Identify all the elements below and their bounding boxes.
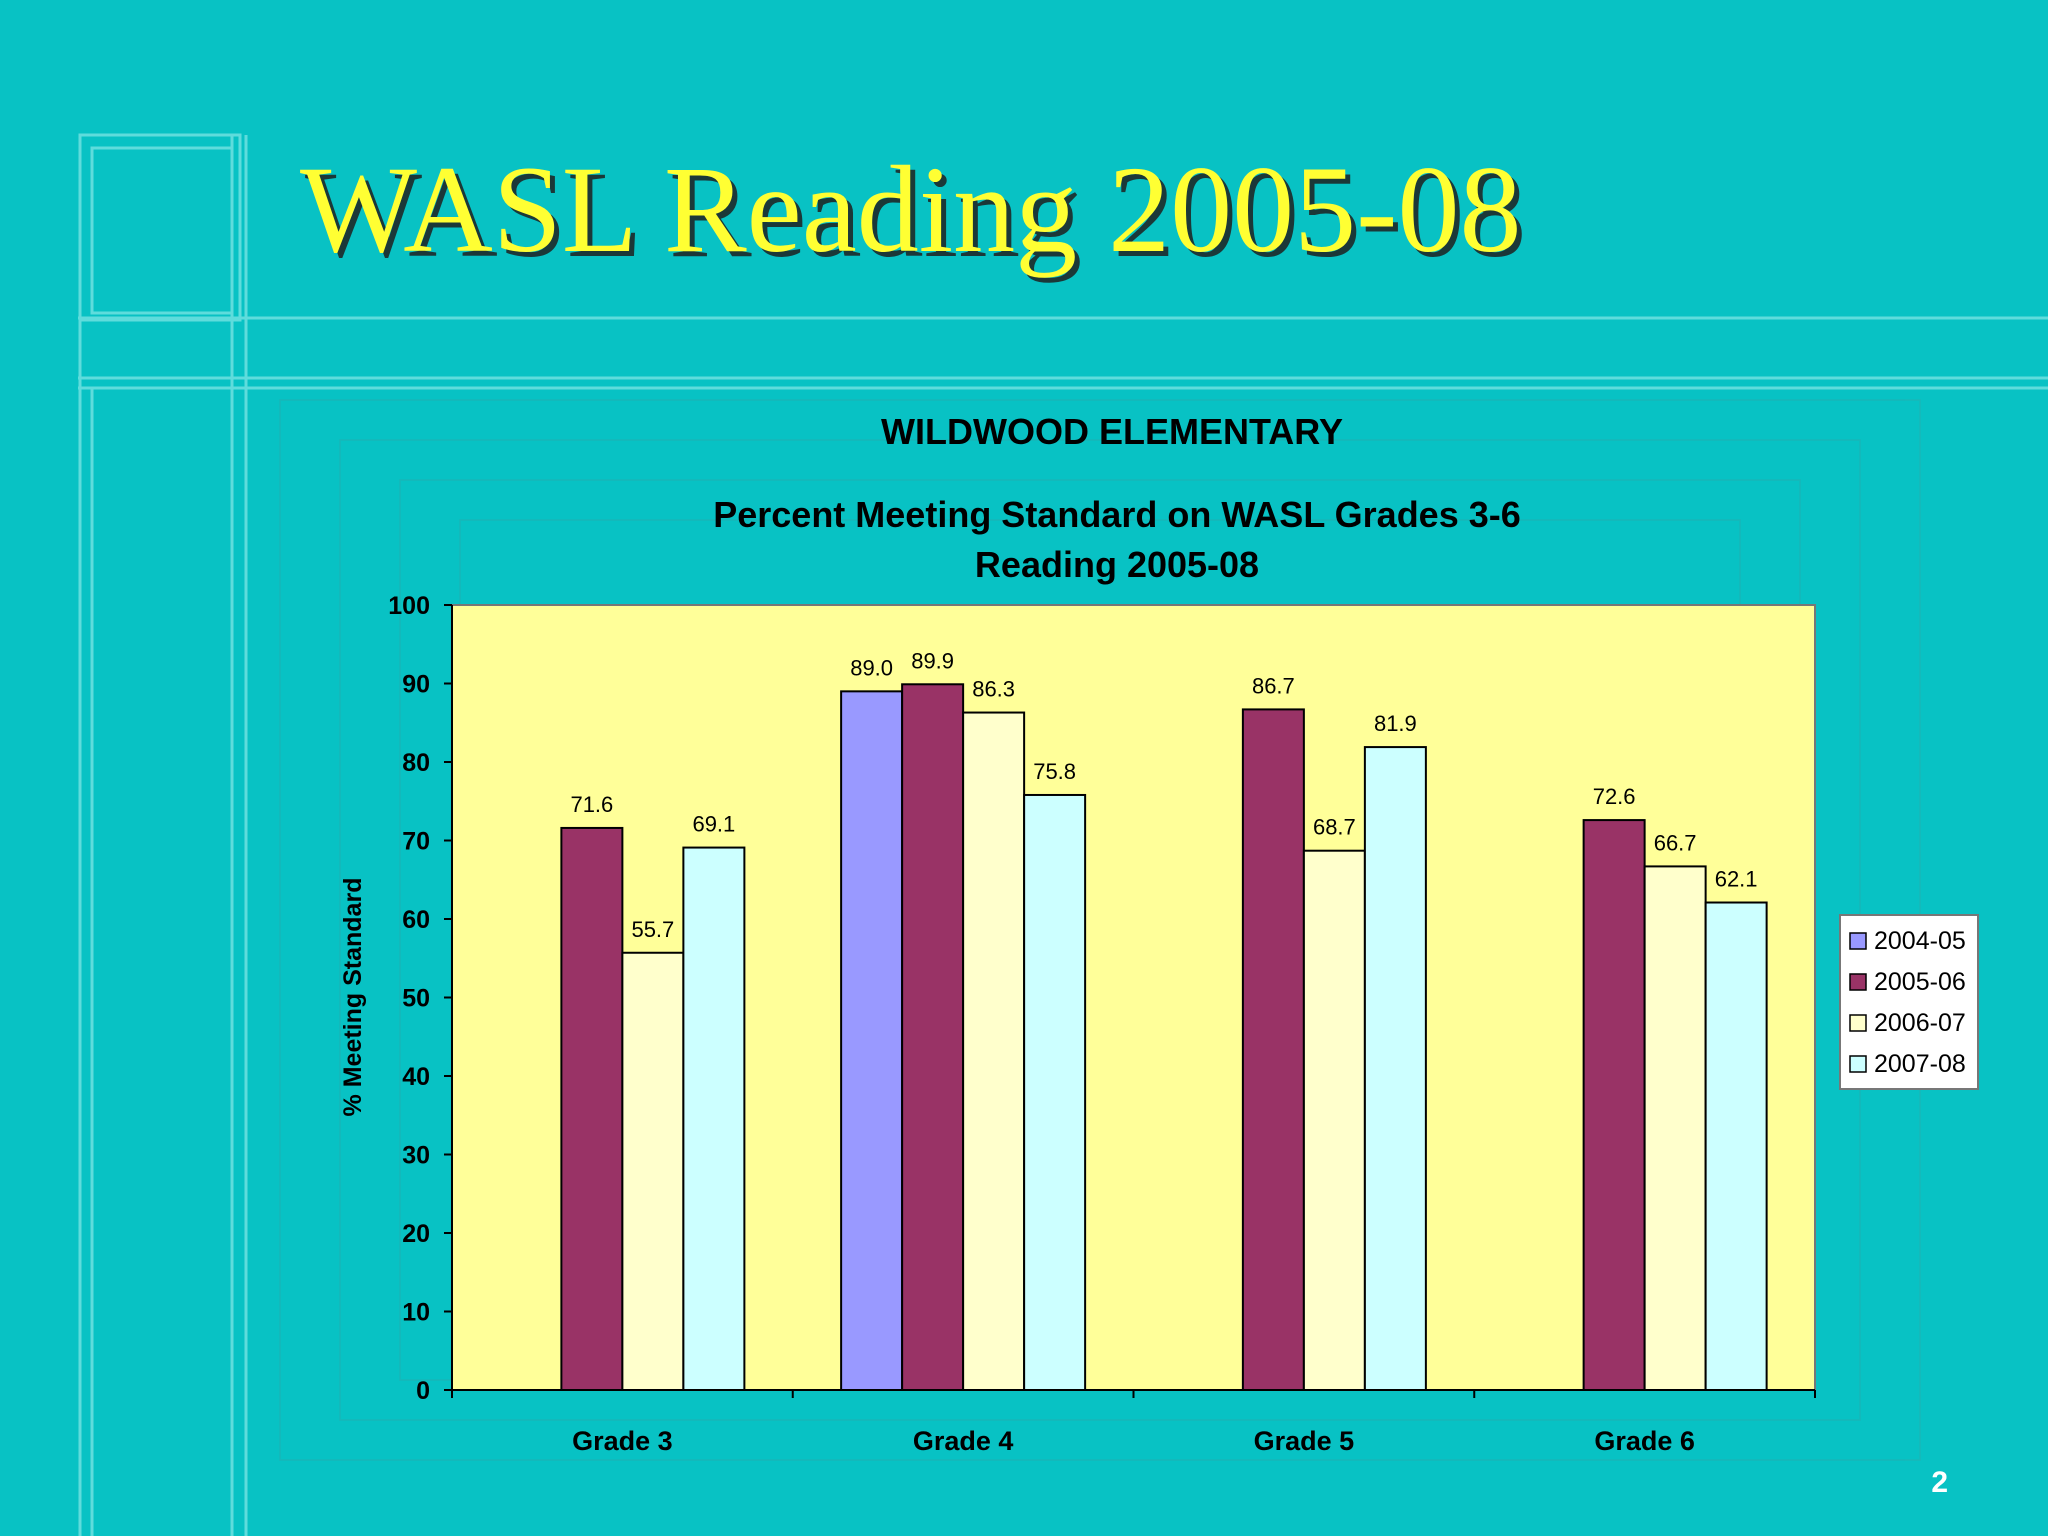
y-tick-label: 40: [402, 1063, 430, 1091]
y-tick-label: 90: [402, 671, 430, 699]
bar: [901, 683, 965, 1391]
y-tick-label: 70: [402, 828, 430, 856]
bar: [1302, 849, 1366, 1391]
legend-swatch: [1849, 1055, 1867, 1073]
bar: [1582, 819, 1646, 1391]
y-axis-label: % Meeting Standard: [339, 878, 367, 1117]
bar-value-label: 62.1: [1715, 867, 1758, 892]
bar-value-label: 89.9: [911, 648, 954, 673]
bar: [962, 711, 1026, 1391]
bar-value-label: 72.6: [1593, 784, 1636, 809]
bar: [840, 690, 904, 1391]
slide-title: WASL Reading 2005-08: [300, 141, 1522, 278]
chart-subtitle-line-1: Percent Meeting Standard on WASL Grades …: [713, 494, 1521, 535]
x-tick-label: Grade 4: [913, 1426, 1014, 1456]
legend-entry: 2007-08: [1874, 1050, 1966, 1078]
chart-subtitle-line-2: Reading 2005-08: [975, 544, 1259, 585]
bar-value-label: 86.3: [972, 677, 1015, 702]
bar-value-label: 75.8: [1033, 759, 1076, 784]
bar: [1363, 746, 1427, 1391]
bar-labels: 89.0 71.6 89.9 86.7 72.6 55.7 86.3 68.7 66.7 69.1…: [570, 648, 1757, 941]
legend-entry: 2005-06: [1874, 968, 1966, 996]
background-frame: [78, 133, 2048, 1536]
chart-title: WILDWOOD ELEMENTARY: [881, 411, 1343, 452]
y-tick-label: 30: [402, 1142, 430, 1170]
legend-swatch: [1849, 973, 1867, 991]
y-tick-label: 100: [388, 592, 430, 620]
y-tick-label: 10: [402, 1299, 430, 1327]
bar-value-label: 89.0: [850, 655, 893, 680]
legend: 2004-05 2005-06 2006-07 2007-08: [1839, 914, 1979, 1090]
bar: [621, 951, 685, 1391]
bar-value-label: 81.9: [1374, 711, 1417, 736]
legend-swatch: [1849, 932, 1867, 950]
bar-value-label: 55.7: [631, 917, 674, 942]
y-tick-label: 60: [402, 906, 430, 934]
bar-value-label: 68.7: [1313, 815, 1356, 840]
y-tick-label: 20: [402, 1220, 430, 1248]
legend-entry: 2006-07: [1874, 1009, 1966, 1037]
x-tick-label: Grade 3: [572, 1426, 673, 1456]
y-tick-label: 80: [402, 749, 430, 777]
bar-value-label: 71.6: [570, 792, 613, 817]
y-tick-label: 50: [402, 985, 430, 1013]
bar: [1704, 901, 1768, 1391]
y-tick-label: 0: [416, 1377, 430, 1405]
bar-value-label: 86.7: [1252, 673, 1295, 698]
bar: [1023, 793, 1087, 1391]
bar: [1241, 708, 1305, 1391]
legend-entry: 2004-05: [1874, 927, 1966, 955]
x-tick-label: Grade 6: [1594, 1426, 1695, 1456]
bar-value-label: 69.1: [692, 812, 735, 837]
legend-swatch: [1849, 1014, 1867, 1032]
page-number: 2: [1931, 1466, 1948, 1499]
bar: [682, 846, 746, 1391]
bar-value-label: 66.7: [1654, 830, 1697, 855]
bar: [1643, 865, 1707, 1391]
x-tick-label: Grade 5: [1254, 1426, 1355, 1456]
bar: [560, 826, 624, 1391]
bars: [560, 683, 1768, 1391]
axes: 0 10 20 30 40 50 60 70 80 90 100 Grade 3 Grade 4 Grad…: [388, 592, 1816, 1456]
